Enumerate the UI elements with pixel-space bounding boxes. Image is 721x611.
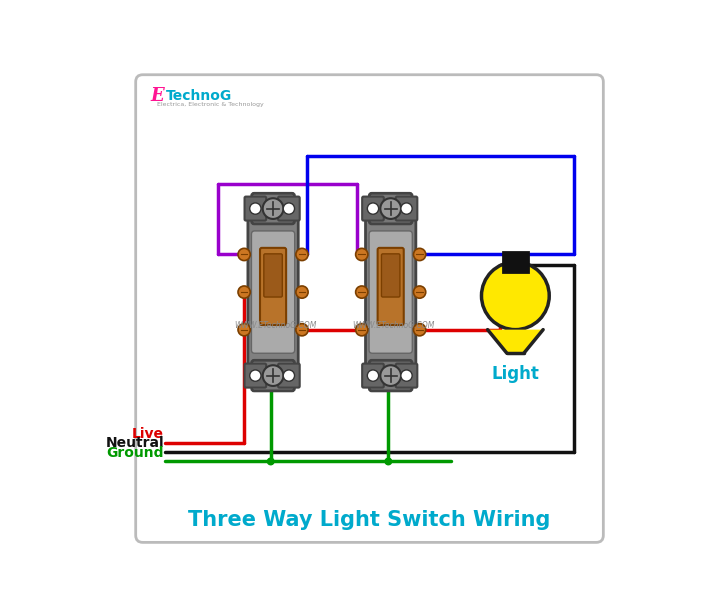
- FancyBboxPatch shape: [396, 197, 417, 221]
- Text: WWW.ETechnoG.COM: WWW.ETechnoG.COM: [352, 321, 434, 329]
- FancyBboxPatch shape: [396, 364, 417, 387]
- FancyBboxPatch shape: [244, 364, 266, 387]
- Text: Electrica, Electronic & Technology: Electrica, Electronic & Technology: [157, 102, 264, 107]
- Circle shape: [355, 248, 368, 260]
- Polygon shape: [487, 329, 543, 353]
- Text: Three Way Light Switch Wiring: Three Way Light Switch Wiring: [188, 510, 551, 530]
- Circle shape: [414, 286, 425, 298]
- FancyBboxPatch shape: [248, 219, 298, 365]
- FancyBboxPatch shape: [503, 252, 528, 272]
- Circle shape: [401, 370, 412, 381]
- Circle shape: [385, 458, 392, 465]
- FancyBboxPatch shape: [252, 360, 294, 391]
- Text: Ground: Ground: [107, 445, 164, 459]
- Circle shape: [238, 248, 250, 260]
- FancyBboxPatch shape: [369, 231, 412, 353]
- Circle shape: [283, 203, 295, 214]
- FancyBboxPatch shape: [381, 254, 400, 297]
- Circle shape: [296, 286, 308, 298]
- FancyBboxPatch shape: [278, 197, 300, 221]
- Text: Neutral: Neutral: [105, 436, 164, 450]
- Text: Live: Live: [132, 426, 164, 441]
- FancyBboxPatch shape: [264, 254, 283, 297]
- Circle shape: [355, 286, 368, 298]
- Circle shape: [381, 365, 401, 386]
- FancyBboxPatch shape: [252, 193, 294, 224]
- Circle shape: [482, 262, 549, 329]
- FancyBboxPatch shape: [244, 197, 266, 221]
- Circle shape: [249, 203, 261, 214]
- FancyBboxPatch shape: [252, 231, 295, 353]
- Circle shape: [381, 198, 401, 219]
- FancyBboxPatch shape: [136, 75, 603, 543]
- Circle shape: [414, 248, 425, 260]
- Circle shape: [414, 324, 425, 336]
- Circle shape: [367, 370, 379, 381]
- Circle shape: [267, 458, 274, 465]
- Circle shape: [238, 324, 250, 336]
- FancyBboxPatch shape: [378, 248, 404, 325]
- Circle shape: [296, 248, 308, 260]
- Circle shape: [262, 198, 283, 219]
- Circle shape: [238, 286, 250, 298]
- Circle shape: [367, 203, 379, 214]
- FancyBboxPatch shape: [369, 360, 412, 391]
- Text: E: E: [150, 87, 164, 105]
- Circle shape: [283, 370, 295, 381]
- Circle shape: [249, 370, 261, 381]
- FancyBboxPatch shape: [362, 197, 384, 221]
- FancyBboxPatch shape: [369, 193, 412, 224]
- Circle shape: [296, 324, 308, 336]
- FancyBboxPatch shape: [366, 219, 416, 365]
- Text: Light: Light: [492, 365, 539, 383]
- FancyBboxPatch shape: [278, 364, 300, 387]
- Circle shape: [401, 203, 412, 214]
- FancyBboxPatch shape: [260, 248, 286, 325]
- Text: TechnoG: TechnoG: [167, 89, 232, 103]
- Circle shape: [262, 365, 283, 386]
- Circle shape: [355, 324, 368, 336]
- FancyBboxPatch shape: [362, 364, 384, 387]
- Text: WWW.ETechnoG.COM: WWW.ETechnoG.COM: [234, 321, 317, 329]
